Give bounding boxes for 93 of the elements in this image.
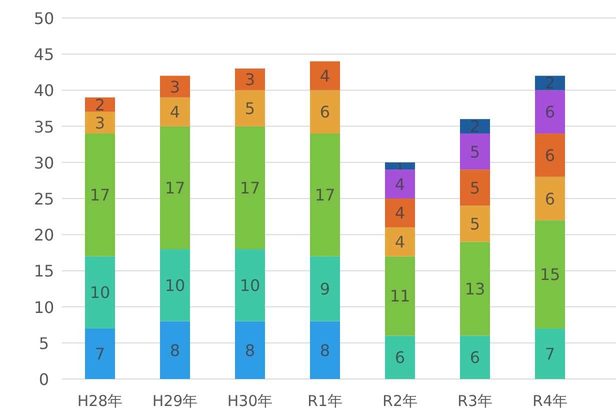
data-label: 6 (544, 189, 556, 208)
data-label: 4 (320, 66, 330, 86)
data-label: 7 (94, 344, 106, 364)
y-tick-label: 0 (38, 370, 50, 389)
data-label: 4 (394, 174, 406, 194)
bar (160, 76, 190, 98)
data-label: 5 (470, 178, 480, 198)
data-label: 17 (240, 178, 260, 198)
bar (460, 336, 490, 379)
data-label: 13 (464, 280, 486, 299)
data-label: 8 (244, 340, 256, 360)
bar (235, 68, 265, 90)
bar (160, 321, 190, 379)
x-tick-label: R4年 (532, 392, 568, 410)
data-label: 2 (470, 117, 480, 136)
bar (310, 134, 340, 256)
bar (235, 126, 265, 250)
bar (460, 206, 490, 242)
y-tick-label: 10 (34, 298, 54, 317)
bar (385, 256, 415, 336)
data-label: 6 (394, 348, 406, 368)
data-label: 1 (397, 162, 403, 172)
y-tick-label: 50 (34, 9, 54, 28)
data-label: 3 (94, 113, 106, 132)
bar (385, 227, 415, 256)
data-label: 4 (170, 102, 180, 122)
data-label: 2 (544, 74, 556, 93)
x-tick-label: H29年 (152, 392, 198, 410)
data-label: 9 (320, 280, 330, 299)
y-tick-label: 45 (34, 45, 54, 64)
bar (160, 97, 190, 126)
bar (160, 249, 190, 322)
x-tick-label: R2年 (382, 392, 418, 410)
data-label: 4 (394, 204, 406, 223)
data-label: 10 (90, 283, 110, 302)
data-label: 7 (544, 344, 556, 364)
data-label: 4 (394, 232, 406, 252)
data-label: 5 (244, 99, 256, 118)
data-label: 10 (240, 276, 260, 295)
data-label: 2 (94, 95, 106, 114)
y-tick-label: 20 (34, 226, 54, 245)
x-tick-label: H30年 (227, 392, 273, 410)
data-label: 11 (390, 286, 410, 306)
bar (85, 328, 115, 379)
data-label: 17 (164, 178, 186, 198)
data-label: 6 (320, 102, 330, 122)
y-tick-label: 40 (34, 81, 54, 100)
bar (310, 90, 340, 134)
bar (535, 328, 565, 379)
data-label: 5 (470, 142, 480, 162)
data-label: 3 (170, 77, 180, 96)
data-label: 5 (470, 214, 480, 234)
data-label: 6 (544, 102, 556, 122)
y-tick-label: 15 (34, 262, 54, 281)
data-label: 8 (170, 340, 180, 360)
data-label: 10 (164, 276, 186, 295)
bar (235, 321, 265, 379)
bar (535, 90, 565, 134)
y-tick-label: 35 (34, 117, 54, 136)
y-tick-label: 25 (34, 190, 54, 208)
bar (235, 249, 265, 322)
bar (85, 134, 115, 256)
x-tick-label: R3年 (458, 392, 492, 410)
bar (460, 170, 490, 206)
bar (85, 256, 115, 328)
bar (460, 134, 490, 170)
bar (535, 220, 565, 328)
data-label: 15 (540, 265, 560, 284)
bar (385, 336, 415, 379)
bar (85, 97, 115, 112)
bar (385, 162, 415, 170)
bar (460, 242, 490, 336)
y-tick-label: 5 (38, 334, 50, 353)
data-label: 6 (470, 348, 480, 368)
bar (160, 126, 190, 250)
bar (235, 90, 265, 126)
bar (460, 119, 490, 134)
x-tick-label: R1年 (308, 392, 342, 410)
bar (85, 112, 115, 134)
bar (535, 176, 565, 220)
bar (535, 134, 565, 177)
bar (310, 321, 340, 379)
x-tick-label: H28年 (77, 392, 123, 410)
bar (310, 256, 340, 322)
y-tick-label: 30 (34, 153, 54, 172)
bar (385, 170, 415, 198)
data-label: 17 (314, 186, 336, 205)
bar (385, 198, 415, 228)
data-label: 6 (544, 146, 556, 165)
bar (310, 61, 340, 90)
data-label: 3 (244, 70, 256, 90)
data-label: 17 (90, 186, 110, 205)
data-label: 8 (320, 340, 330, 360)
